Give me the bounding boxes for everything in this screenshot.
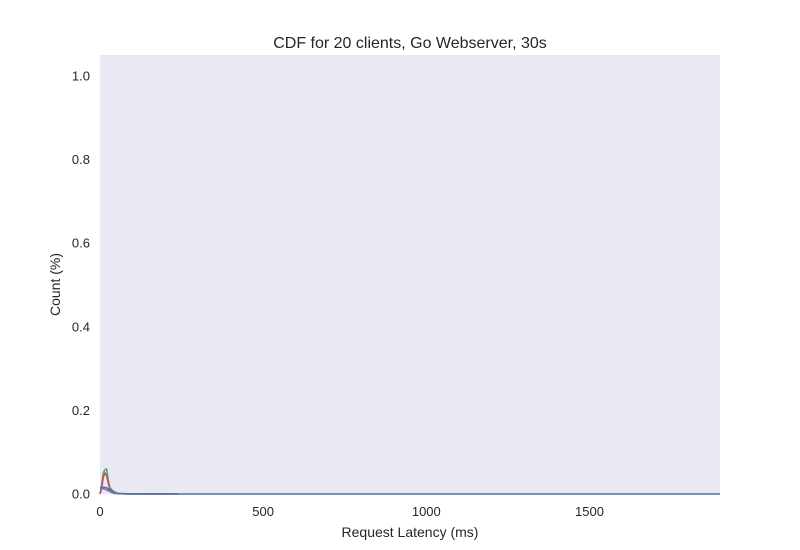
y-axis-label: Count (%) [47,253,63,316]
x-tick-label: 1000 [412,504,441,519]
x-tick-label: 1500 [575,504,604,519]
series-layer [99,468,720,495]
y-tick-label: 1.0 [72,68,90,83]
x-tick-label: 500 [252,504,274,519]
x-tick-label: 0 [96,504,103,519]
x-axis-ticks: 0 500 1000 1500 [96,504,604,519]
chart-title: CDF for 20 clients, Go Webserver, 30s [273,35,547,52]
x-axis-label: Request Latency (ms) [342,524,479,540]
y-tick-label: 0.0 [72,487,90,502]
series-line-3 [99,486,720,495]
plot-area-background [100,55,720,494]
y-tick-label: 0.4 [72,319,90,334]
y-tick-label: 0.8 [72,152,90,167]
y-tick-label: 0.2 [72,403,90,418]
series-line-4 [99,487,120,495]
y-tick-label: 0.6 [72,236,90,251]
y-axis-ticks: 0.0 0.2 0.4 0.6 0.8 1.0 [72,68,90,501]
